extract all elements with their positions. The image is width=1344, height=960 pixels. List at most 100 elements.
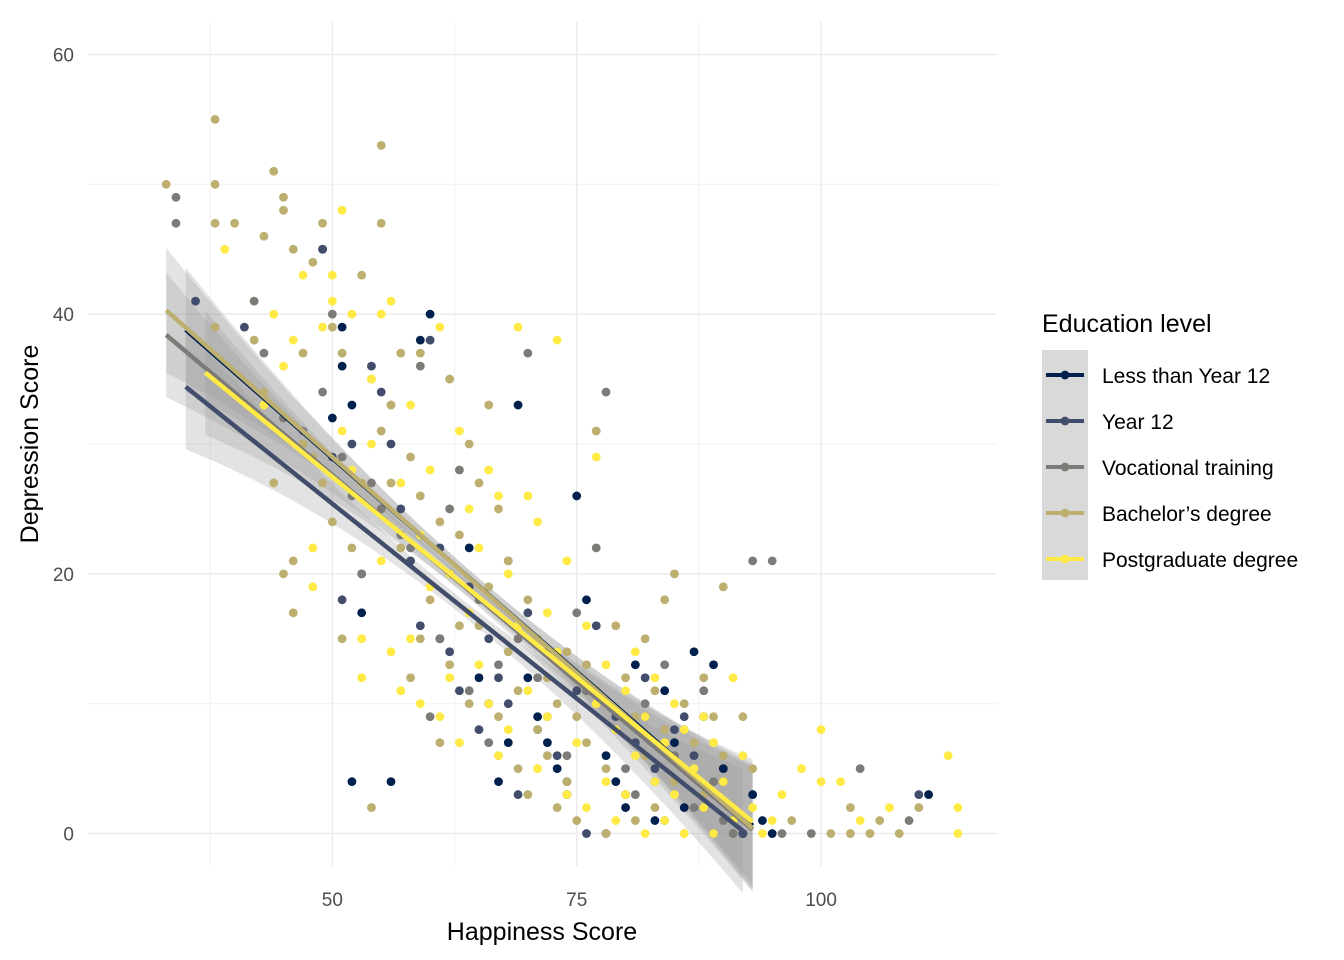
data-point	[474, 543, 484, 553]
data-point	[650, 777, 660, 786]
data-point	[767, 556, 777, 566]
data-point	[630, 647, 640, 657]
data-point	[269, 478, 279, 488]
y-axis-title: Depression Score	[16, 345, 44, 544]
data-point	[630, 660, 640, 670]
data-point	[523, 790, 533, 799]
data-point	[542, 738, 552, 748]
data-point	[816, 777, 826, 786]
data-point	[621, 686, 630, 696]
data-point	[699, 712, 709, 722]
data-point	[621, 764, 630, 774]
data-point	[572, 738, 582, 748]
legend-title: Education level	[1042, 310, 1212, 338]
data-point	[347, 543, 357, 553]
data-point	[279, 361, 288, 371]
data-point	[562, 777, 572, 786]
data-point	[406, 400, 415, 410]
data-point	[318, 218, 327, 228]
data-point	[318, 244, 327, 254]
data-point	[279, 192, 288, 202]
data-point	[503, 569, 513, 579]
x-tick-label: 100	[805, 890, 837, 911]
data-point	[357, 673, 367, 683]
data-point	[660, 595, 670, 605]
data-point	[357, 608, 367, 618]
data-point	[679, 712, 689, 722]
data-point	[308, 543, 318, 553]
data-point	[523, 686, 533, 696]
data-point	[875, 816, 885, 825]
data-point	[298, 270, 308, 280]
data-point	[601, 777, 611, 786]
data-point	[474, 478, 484, 488]
legend-point	[1060, 370, 1070, 380]
data-point	[630, 751, 640, 761]
data-point	[552, 699, 562, 709]
data-point	[562, 556, 572, 566]
data-point	[455, 426, 464, 436]
data-point	[337, 361, 347, 371]
data-point	[474, 725, 484, 735]
data-point	[494, 673, 503, 683]
data-point	[611, 621, 621, 631]
data-point	[806, 829, 816, 838]
data-point	[347, 777, 357, 786]
data-point	[533, 517, 543, 527]
data-point	[288, 335, 298, 345]
data-point	[494, 504, 503, 514]
data-point	[670, 725, 679, 735]
data-point	[327, 517, 337, 527]
data-point	[582, 621, 591, 631]
data-point	[777, 829, 787, 838]
data-point	[718, 751, 728, 761]
data-point	[630, 816, 640, 825]
data-point	[640, 699, 650, 709]
data-point	[611, 816, 621, 825]
data-point	[679, 829, 689, 838]
data-point	[728, 673, 738, 683]
data-point	[767, 816, 777, 825]
data-point	[503, 647, 513, 657]
legend-point	[1060, 462, 1070, 472]
data-point	[464, 699, 474, 709]
data-point	[425, 595, 435, 605]
data-point	[865, 829, 875, 838]
data-point	[415, 699, 425, 709]
data-point	[415, 348, 425, 358]
data-point	[533, 764, 543, 774]
data-point	[709, 777, 718, 786]
data-point	[445, 660, 455, 670]
data-point	[171, 192, 181, 202]
data-point	[845, 829, 855, 838]
legend-point	[1060, 416, 1070, 426]
data-point	[337, 452, 347, 462]
data-point	[210, 322, 220, 332]
data-point	[670, 790, 679, 799]
data-point	[435, 517, 445, 527]
data-point	[533, 712, 543, 722]
data-point	[572, 816, 582, 825]
data-point	[357, 270, 367, 280]
data-point	[582, 829, 591, 838]
data-point	[210, 218, 220, 228]
data-point	[513, 400, 523, 410]
data-point	[621, 673, 630, 683]
y-tick-label: 0	[63, 825, 74, 846]
data-point	[523, 491, 533, 501]
data-point	[445, 374, 455, 384]
data-point	[406, 673, 415, 683]
data-point	[357, 634, 367, 644]
data-point	[582, 660, 591, 670]
data-point	[816, 725, 826, 735]
data-point	[367, 803, 376, 812]
data-point	[621, 790, 630, 799]
data-point	[679, 699, 689, 709]
data-point	[435, 322, 445, 332]
data-point	[484, 634, 494, 644]
legend-point	[1060, 508, 1070, 518]
data-point	[435, 738, 445, 748]
data-point	[748, 803, 758, 812]
data-point	[572, 712, 582, 722]
data-point	[327, 413, 337, 423]
